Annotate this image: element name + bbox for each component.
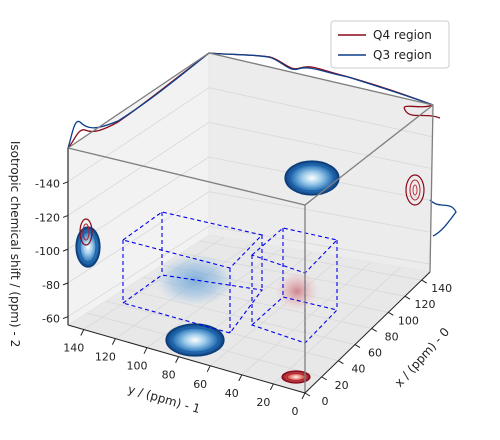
y-tick-4 (175, 356, 180, 363)
q3-marginal-right (429, 199, 457, 237)
q4-right-projection (405, 174, 425, 206)
y-axis-line (67, 324, 306, 394)
y-tick-1 (269, 383, 274, 391)
x-tick-label-0: 0 (322, 395, 329, 408)
z-grid-back-3 (208, 121, 432, 170)
x-grid-3 (124, 288, 356, 345)
z-tick-4 (62, 181, 69, 185)
x-tick-4 (371, 328, 377, 332)
q3-left-projection (75, 226, 101, 268)
q4-floor-projection (281, 370, 311, 384)
y-grid-3 (209, 256, 342, 367)
y-tick-7 (80, 329, 85, 336)
y-tick-label-0: 0 (292, 405, 299, 418)
x-grid-7 (199, 240, 422, 281)
y-tick-label-7: 140 (63, 342, 84, 355)
y-tick-label-4: 80 (162, 369, 176, 382)
z-tick-label-0: -60 (42, 313, 60, 326)
y-tick-2 (238, 374, 243, 382)
z-tick-1 (62, 282, 69, 286)
x-tick-label-3: 60 (368, 347, 382, 360)
z-grid-left-4 (67, 87, 210, 183)
z-grid-back-4 (208, 87, 433, 138)
x-tick-label-7: 140 (431, 282, 452, 295)
q3-region-box (121, 211, 264, 334)
q4-left-projection (79, 218, 93, 246)
q3-density-cloud (155, 254, 235, 306)
q3-marginal-top (208, 52, 434, 106)
z-tick-label-4: -140 (35, 178, 60, 191)
z-tick-2 (62, 248, 69, 252)
legend-q4-label: Q4 region (373, 28, 432, 42)
y-tick-label-5: 100 (127, 360, 148, 373)
x-tick-6 (404, 295, 411, 300)
x-tick-3 (354, 344, 361, 349)
z-grid-back-1 (208, 191, 431, 233)
x-tick-1 (321, 376, 327, 381)
y-tick-label-6: 120 (95, 351, 116, 364)
x-tick-5 (388, 311, 394, 316)
legend[interactable]: Q4 region Q3 region (330, 20, 450, 69)
y-tick-6 (111, 338, 116, 345)
x-tick-label-2: 40 (351, 363, 365, 376)
z-grid-left-3 (67, 121, 210, 216)
ticks: 020406080100120140020406080100120140-60-… (35, 178, 452, 418)
y-grid-7 (83, 237, 224, 330)
q3-floor-projection (165, 323, 225, 357)
y-tick-label-1: 20 (256, 396, 270, 409)
q4-marginal-right (403, 104, 441, 119)
z-tick-label-1: -80 (42, 279, 60, 292)
x-tick-label-5: 100 (398, 314, 419, 327)
y-tick-label-3: 60 (193, 378, 207, 391)
x-axis-label: x / (ppm) - 0 (392, 325, 452, 390)
q3-marginal-left (67, 52, 210, 149)
y-tick-3 (206, 365, 211, 373)
z-grid-left-0 (67, 225, 210, 317)
z-tick-0 (62, 316, 69, 320)
x-tick-label-4: 80 (385, 330, 399, 343)
z-tick-label-3: -120 (35, 211, 60, 224)
y-tick-0 (301, 392, 306, 400)
q3-top-projection (284, 160, 340, 196)
x-tick-7 (421, 279, 427, 284)
x-tick-0 (304, 392, 311, 397)
z-grid-left-1 (67, 191, 210, 284)
x-tick-2 (338, 360, 344, 365)
z-tick-label-2: -100 (35, 245, 60, 258)
z-axis-label: Isotropic chemical shift / (ppm) - 2 (8, 141, 22, 347)
y-grid-2 (241, 261, 372, 376)
y-tick-5 (143, 347, 148, 354)
x-tick-label-6: 120 (415, 298, 436, 311)
x-axis-line (304, 271, 431, 394)
x-tick-label-1: 20 (335, 379, 349, 392)
q4-density-cloud (275, 271, 319, 311)
z-grid-back-0 (208, 225, 431, 265)
z-tick-3 (62, 214, 69, 218)
legend-box (330, 20, 450, 69)
y-axis-label: y / (ppm) - 1 (126, 382, 202, 416)
y-grid-1 (273, 266, 401, 385)
legend-q3-label: Q3 region (373, 48, 432, 62)
y-tick-label-2: 40 (225, 387, 239, 400)
